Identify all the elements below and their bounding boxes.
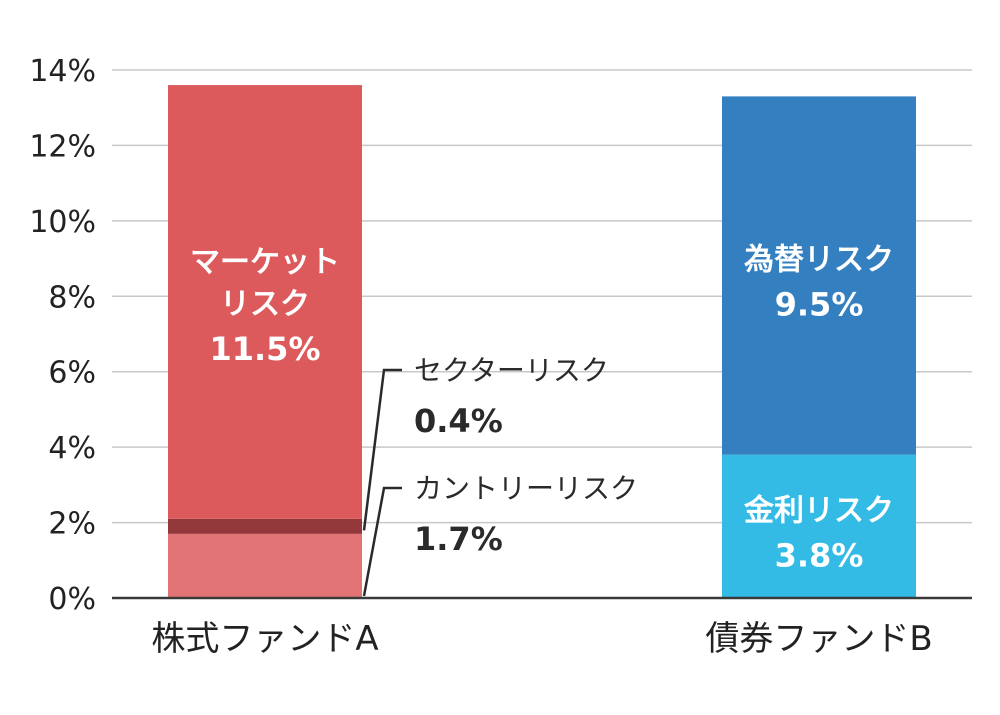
segment-value-label: 11.5% <box>209 330 320 368</box>
callout-leader-line <box>362 368 402 531</box>
bar-segment <box>168 518 362 534</box>
bar-segment <box>722 96 916 455</box>
x-category-label: 株式ファンドA <box>151 619 378 659</box>
y-tick-label: 12% <box>29 129 96 164</box>
callout-name-label: セクターリスク <box>414 354 609 387</box>
bar-segment <box>168 85 362 519</box>
y-tick-label: 6% <box>48 356 96 391</box>
segment-name-label: マーケット <box>190 245 340 280</box>
callout-value-label: 1.7% <box>414 520 503 558</box>
y-tick-label: 0% <box>48 582 96 617</box>
x-category-label: 債券ファンドB <box>705 619 932 659</box>
segment-name-label: 金利リスク <box>743 493 894 528</box>
bar-layer <box>168 85 916 598</box>
segment-value-label: 9.5% <box>775 286 864 324</box>
callout-name-label: カントリーリスク <box>414 472 638 505</box>
y-tick-label: 10% <box>29 205 96 240</box>
segment-value-label: 3.8% <box>775 536 864 574</box>
bar-segment <box>722 454 916 598</box>
segment-name-label: 為替リスク <box>744 243 894 278</box>
y-tick-label: 2% <box>48 507 96 542</box>
bar-segment <box>168 533 362 598</box>
callout-leader-line <box>362 486 402 597</box>
axis-layer: 0% 2% 4% 6% 8% 10% 12% 14% 株式ファンドA 債券ファンドB <box>29 54 972 659</box>
y-tick-label: 4% <box>48 431 96 466</box>
y-tick-label: 8% <box>48 280 96 315</box>
callout-value-label: 0.4% <box>414 402 503 440</box>
segment-name-label: リスク <box>220 287 310 322</box>
y-tick-label: 14% <box>29 54 96 89</box>
